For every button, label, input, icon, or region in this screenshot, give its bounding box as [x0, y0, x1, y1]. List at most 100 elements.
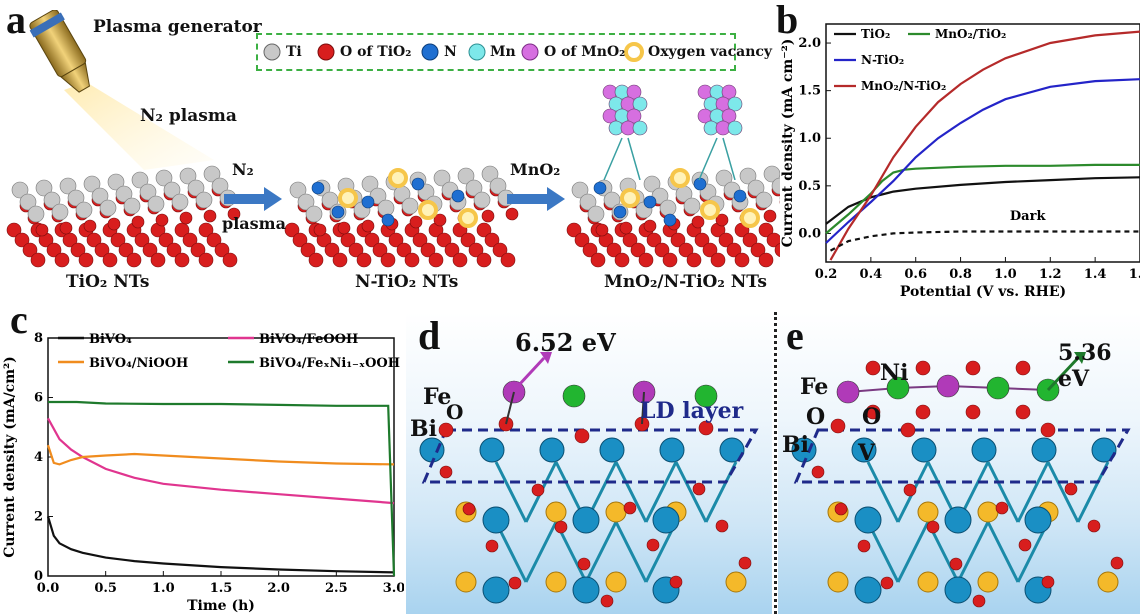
ti-atom	[211, 177, 229, 195]
oxygen-vacancy	[458, 208, 478, 228]
legend-mn-label: Mn	[490, 44, 516, 60]
mno2-atom	[626, 84, 642, 100]
x-tick-label: 1.6	[1129, 267, 1140, 282]
o-tio2-atom	[566, 222, 582, 238]
oxygen-vacancy-icon	[624, 42, 644, 62]
legend-oxygen-vacancy-label: Oxygen vacancy	[648, 44, 773, 60]
o-tio2-atom	[638, 252, 654, 268]
crystal-slabs-illustration	[6, 165, 780, 268]
ti-atom	[51, 203, 69, 221]
v-atom	[725, 571, 747, 593]
o-atom	[1110, 556, 1124, 570]
caption-mno2-n-tio2: MnO₂/N-TiO₂ NTs	[604, 272, 767, 292]
mno2-atom	[632, 120, 648, 136]
o-tio2-atom	[694, 232, 710, 248]
legend-label: N-TiO₂	[861, 53, 904, 67]
v-atom	[1097, 571, 1119, 593]
v-atom	[827, 571, 849, 593]
legend-label: BiVO₄/FeₓNi₁₋ₓOOH	[259, 356, 400, 371]
ld-layer-box	[793, 428, 1131, 484]
o-tio2-atom	[158, 232, 174, 248]
o-tio2-atom	[166, 242, 182, 258]
o-tio2-atom	[476, 252, 492, 268]
n-atom	[451, 189, 465, 203]
x-tick-label: 1.0	[152, 581, 175, 596]
arrow2-label: MnO₂	[510, 160, 561, 179]
o-tio2-atom	[774, 242, 780, 258]
o-tio2-atom	[324, 242, 340, 258]
x-tick-label: 2.0	[267, 581, 290, 596]
e-bi-label: Bi	[782, 432, 809, 458]
mno2-bond	[698, 137, 718, 180]
x-tick-label: 1.5	[210, 581, 233, 596]
o-tio2-atom	[614, 252, 630, 268]
ti-atom	[83, 175, 101, 193]
o-tio2-atom	[606, 242, 622, 258]
o-tio2-atom	[619, 221, 633, 235]
bond	[614, 461, 648, 523]
bond	[866, 461, 900, 523]
bi-atom	[599, 437, 625, 463]
o-tio2-atom	[436, 232, 452, 248]
o-tio2-atom	[691, 215, 705, 229]
o-tio2-atom	[718, 232, 734, 248]
series-line-0	[825, 176, 1140, 225]
x-tick-label: 3.0	[383, 581, 404, 596]
ti-atom	[27, 205, 45, 223]
e-ni-label: Ni	[880, 360, 909, 386]
legend-n-label: N	[444, 44, 457, 60]
y-tick-label: 1.0	[798, 131, 821, 146]
o-atom	[865, 360, 881, 376]
series-line-0	[46, 516, 395, 574]
mno2-atom	[727, 120, 743, 136]
o-tio2-atom	[662, 252, 678, 268]
bi-atom	[1091, 437, 1117, 463]
o-atom	[1041, 575, 1055, 589]
v-atom	[605, 501, 627, 523]
o-tio2-atom	[452, 252, 468, 268]
o-tio2-atom	[361, 219, 375, 233]
surface-atom	[694, 384, 718, 408]
ti-atom	[139, 183, 157, 201]
bi-atom	[719, 437, 745, 463]
o-atom	[439, 465, 453, 479]
o-tio2-atom	[198, 222, 214, 238]
mno2-bond	[722, 137, 736, 180]
panel-d-letter: d	[418, 313, 441, 358]
oxygen-vacancy	[620, 188, 640, 208]
o-atom	[830, 418, 846, 434]
ti-atom	[91, 187, 109, 205]
o-tio2-atom	[174, 252, 190, 268]
o-tio2-atom	[678, 242, 694, 258]
o-tio2-atom	[630, 242, 646, 258]
o-tio2-atom	[710, 252, 726, 268]
n-atom	[613, 205, 627, 219]
ti-atom	[203, 165, 221, 183]
y-tick-label: 2.0	[798, 36, 821, 51]
arrow-n2-plasma-icon	[224, 187, 282, 211]
ti-atom	[771, 177, 780, 195]
ti-atom	[59, 177, 77, 195]
panel-e-letter: e	[786, 313, 804, 358]
structure-d-illustration	[419, 352, 759, 608]
o-tio2-atom	[340, 232, 356, 248]
d-fe-label: Fe	[423, 384, 452, 410]
x-axis-label: Time (h)	[187, 598, 255, 614]
ti-atom	[115, 185, 133, 203]
o-tio2-atom	[372, 242, 388, 258]
o-tio2-atom	[654, 242, 670, 258]
ti-atom	[489, 177, 507, 195]
bond	[986, 521, 1020, 583]
ti-atom	[659, 199, 677, 217]
o-tio2-atom	[758, 252, 774, 268]
o-atom	[1018, 538, 1032, 552]
o-tio2-atom	[155, 213, 169, 227]
ti-atom	[43, 191, 61, 209]
x-tick-label: 1.4	[1084, 267, 1107, 282]
o-atom	[834, 502, 848, 516]
mno2-atom	[721, 84, 737, 100]
d-energy-label: 6.52 eV	[515, 328, 616, 357]
o-atom	[949, 557, 963, 571]
o-tio2-atom	[670, 232, 686, 248]
o-tio2-atom	[222, 252, 238, 268]
